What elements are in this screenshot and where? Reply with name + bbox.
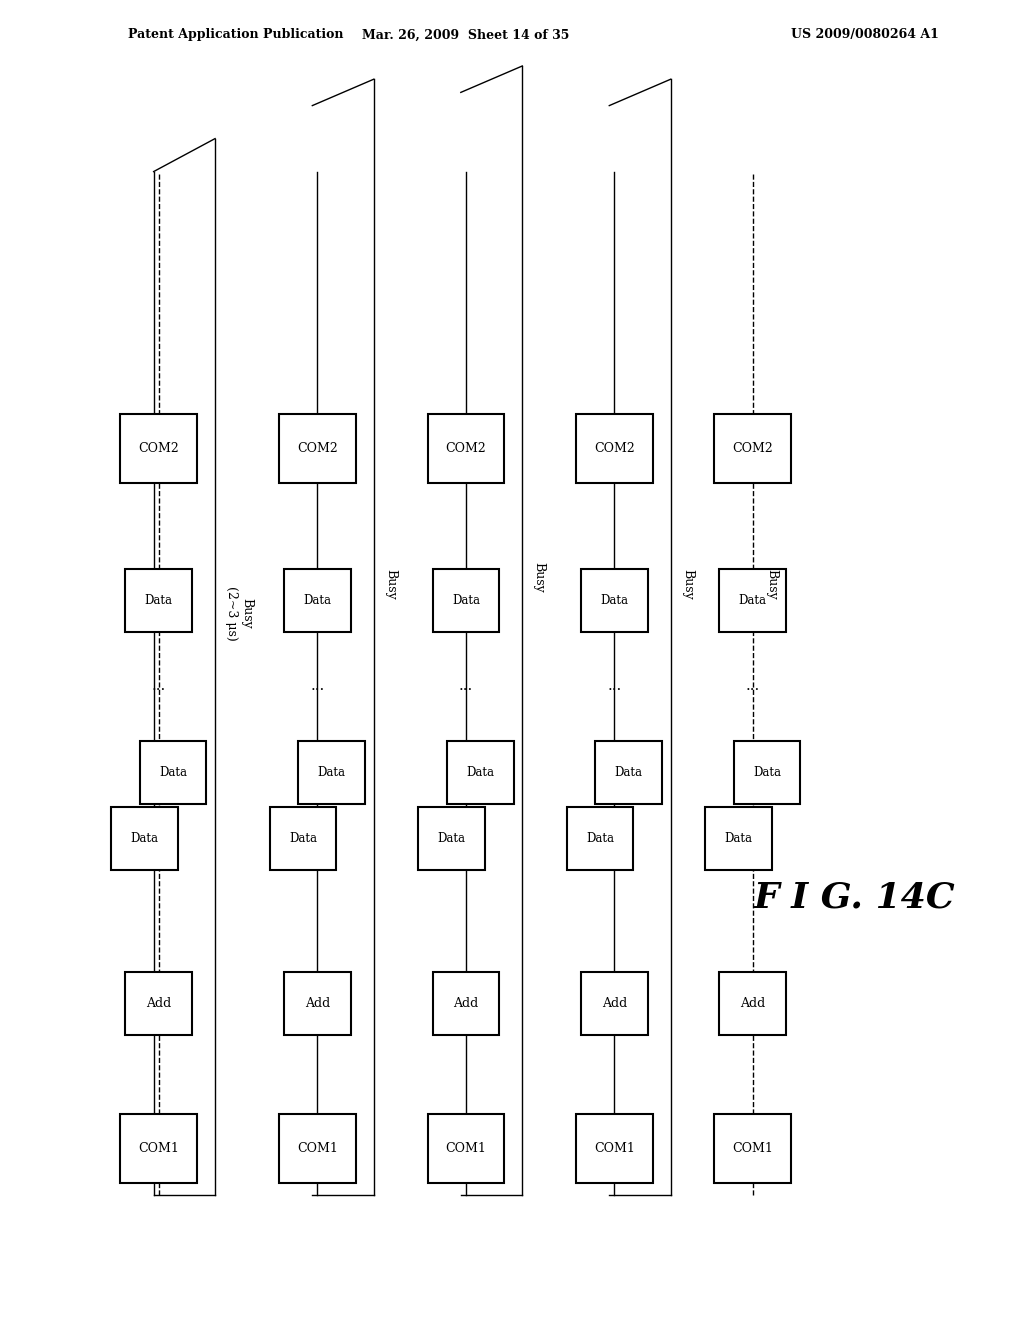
Text: COM2: COM2 <box>445 442 486 455</box>
Text: Data: Data <box>317 766 346 779</box>
FancyBboxPatch shape <box>284 972 350 1035</box>
Text: Mar. 26, 2009  Sheet 14 of 35: Mar. 26, 2009 Sheet 14 of 35 <box>362 29 569 41</box>
FancyBboxPatch shape <box>125 569 193 632</box>
FancyBboxPatch shape <box>446 741 514 804</box>
FancyBboxPatch shape <box>719 972 786 1035</box>
Text: Data: Data <box>130 832 159 845</box>
Text: ...: ... <box>152 680 166 693</box>
FancyBboxPatch shape <box>582 569 648 632</box>
FancyBboxPatch shape <box>567 807 633 870</box>
Text: Busy: Busy <box>384 569 397 599</box>
Text: Data: Data <box>753 766 781 779</box>
Text: Add: Add <box>146 997 171 1010</box>
Text: Add: Add <box>305 997 330 1010</box>
FancyBboxPatch shape <box>719 569 786 632</box>
Text: Data: Data <box>466 766 495 779</box>
Text: Data: Data <box>586 832 614 845</box>
Text: COM2: COM2 <box>732 442 773 455</box>
FancyBboxPatch shape <box>299 741 365 804</box>
Text: COM1: COM1 <box>445 1142 486 1155</box>
Text: Busy: Busy <box>532 562 546 593</box>
Text: Data: Data <box>144 594 173 607</box>
Text: Data: Data <box>289 832 317 845</box>
Text: ...: ... <box>607 680 622 693</box>
FancyBboxPatch shape <box>125 972 193 1035</box>
Text: Data: Data <box>738 594 767 607</box>
Text: Add: Add <box>740 997 765 1010</box>
FancyBboxPatch shape <box>733 741 801 804</box>
Text: US 2009/0080264 A1: US 2009/0080264 A1 <box>792 29 939 41</box>
FancyBboxPatch shape <box>575 1114 653 1183</box>
FancyBboxPatch shape <box>715 1114 791 1183</box>
Text: COM2: COM2 <box>138 442 179 455</box>
Text: F I G. 14C: F I G. 14C <box>755 880 955 915</box>
FancyBboxPatch shape <box>705 807 772 870</box>
Text: Add: Add <box>454 997 478 1010</box>
FancyBboxPatch shape <box>121 1114 197 1183</box>
FancyBboxPatch shape <box>582 972 648 1035</box>
FancyBboxPatch shape <box>269 807 336 870</box>
Text: Data: Data <box>600 594 629 607</box>
FancyBboxPatch shape <box>575 414 653 483</box>
FancyBboxPatch shape <box>715 414 791 483</box>
Text: ...: ... <box>459 680 473 693</box>
FancyBboxPatch shape <box>121 414 197 483</box>
FancyBboxPatch shape <box>111 807 178 870</box>
Text: Data: Data <box>614 766 643 779</box>
Text: Busy: Busy <box>765 569 778 599</box>
Text: ...: ... <box>310 680 325 693</box>
FancyBboxPatch shape <box>279 414 356 483</box>
FancyBboxPatch shape <box>279 1114 356 1183</box>
FancyBboxPatch shape <box>432 972 500 1035</box>
Text: ...: ... <box>745 680 760 693</box>
Text: Data: Data <box>159 766 187 779</box>
Text: COM2: COM2 <box>297 442 338 455</box>
Text: COM2: COM2 <box>594 442 635 455</box>
Text: Add: Add <box>602 997 627 1010</box>
FancyBboxPatch shape <box>284 569 350 632</box>
Text: Data: Data <box>303 594 332 607</box>
Text: Busy
(2~3 μs): Busy (2~3 μs) <box>225 586 253 642</box>
FancyBboxPatch shape <box>139 741 207 804</box>
Text: Patent Application Publication: Patent Application Publication <box>128 29 343 41</box>
Text: COM1: COM1 <box>594 1142 635 1155</box>
FancyBboxPatch shape <box>432 569 500 632</box>
FancyBboxPatch shape <box>418 807 485 870</box>
Text: Data: Data <box>724 832 753 845</box>
FancyBboxPatch shape <box>428 1114 505 1183</box>
Text: COM1: COM1 <box>297 1142 338 1155</box>
Text: Data: Data <box>452 594 480 607</box>
FancyBboxPatch shape <box>596 741 663 804</box>
Text: COM1: COM1 <box>138 1142 179 1155</box>
Text: Data: Data <box>437 832 466 845</box>
FancyBboxPatch shape <box>428 414 505 483</box>
Text: Busy: Busy <box>681 569 694 599</box>
Text: COM1: COM1 <box>732 1142 773 1155</box>
